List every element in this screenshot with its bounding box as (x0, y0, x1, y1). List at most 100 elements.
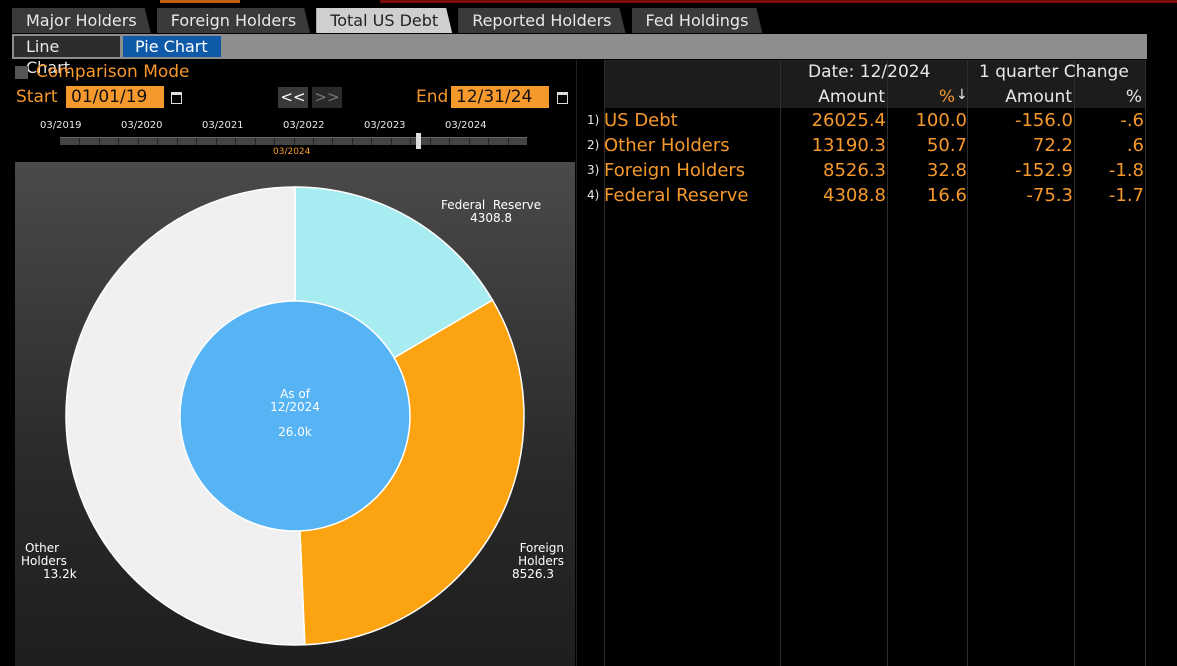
row-pct: 50.7 (926, 135, 967, 156)
timeline-tick (371, 138, 373, 145)
foreign-label-line1: Foreign (519, 541, 564, 555)
row-change-pct: -1.7 (1108, 185, 1144, 206)
timeline-tick (235, 138, 237, 145)
column-divider (887, 60, 888, 666)
timeline-tick (254, 138, 256, 145)
column-divider (1074, 60, 1075, 666)
center-date: 12/2024 (270, 400, 320, 414)
timeline-label: 03/2019 (40, 120, 82, 131)
fed-reserve-slice-label: Federal Reserve 4308.8 (441, 199, 541, 225)
timeline-tick (98, 138, 100, 145)
row-change-pct: -.6 (1120, 110, 1144, 131)
tab-reported-holders[interactable]: Reported Holders (458, 8, 625, 33)
next-period-button[interactable]: >> (312, 87, 342, 108)
change-header: 1 quarter Change (979, 62, 1129, 82)
timeline-label: 03/2022 (283, 120, 325, 131)
timeline-handle[interactable] (416, 133, 421, 149)
pct-column-header[interactable]: % (938, 87, 955, 107)
pie-chart: As of 12/2024 26.0k Federal Reserve 4308.8… (15, 162, 575, 666)
row-pct: 16.6 (926, 185, 967, 206)
row-amount: 26025.4 (811, 110, 886, 131)
change-pct-column-header[interactable]: % (1125, 87, 1142, 107)
date-header: Date: 12/2024 (808, 62, 931, 82)
change-amount-column-header[interactable]: Amount (1005, 87, 1072, 107)
timeline-tick (118, 138, 120, 145)
pie-chart-tab[interactable]: Pie Chart (123, 36, 221, 57)
row-index: 2) (587, 138, 600, 152)
end-label: End (416, 87, 449, 107)
row-name[interactable]: US Debt (604, 110, 678, 131)
timeline-tick (332, 138, 334, 145)
line-chart-tab[interactable]: Line Chart (14, 36, 120, 77)
timeline-scrollbar[interactable] (60, 137, 527, 145)
end-calendar-icon[interactable] (554, 88, 570, 106)
row-change: -75.3 (1026, 185, 1073, 206)
row-name[interactable]: Other Holders (604, 135, 730, 156)
row-change: -156.0 (1014, 110, 1073, 131)
timeline-label: 03/2020 (121, 120, 163, 131)
timeline-tick (468, 138, 470, 145)
timeline-tick (79, 138, 81, 145)
amount-column-header[interactable]: Amount (818, 87, 885, 107)
row-name[interactable]: Foreign Holders (604, 160, 746, 181)
tab-fed-holdings[interactable]: Fed Holdings (632, 8, 763, 33)
timeline-tick (293, 138, 295, 145)
top-strip-red (380, 0, 1177, 3)
column-divider (780, 60, 781, 666)
timeline-tick (449, 138, 451, 145)
other-holders-slice-label: Other Holders 13.2k (21, 542, 77, 581)
timeline-tick (176, 138, 178, 145)
chart-type-bar: Line Chart Pie Chart (12, 34, 1147, 77)
row-index: 4) (587, 188, 600, 202)
comparison-checkbox[interactable] (15, 65, 28, 79)
timeline-tick (390, 138, 392, 145)
start-calendar-icon[interactable] (168, 88, 184, 106)
sort-desc-icon[interactable]: ↓ (956, 87, 968, 103)
row-pct: 100.0 (915, 110, 967, 131)
table-row[interactable]: 3) Foreign Holders 8526.3 32.8 -152.9 -1… (577, 160, 1148, 185)
start-date-field[interactable]: 01/01/19 (66, 86, 164, 108)
column-divider (1145, 60, 1146, 666)
row-index: 3) (587, 163, 600, 177)
row-change: -152.9 (1014, 160, 1073, 181)
fed-reserve-label-value: 4308.8 (470, 211, 513, 225)
row-amount: 13190.3 (811, 135, 886, 156)
timeline-label: 03/2024 (445, 120, 487, 131)
row-change-pct: -1.8 (1108, 160, 1144, 181)
comparison-mode-toggle[interactable]: Comparison Mode (15, 62, 190, 82)
timeline-tick (215, 138, 217, 145)
table-header-columns (605, 85, 1146, 108)
top-strip-accent (160, 0, 240, 3)
foreign-holders-slice-label: Foreign Holders 8526.3 (512, 542, 564, 581)
table-row[interactable]: 2) Other Holders 13190.3 50.7 72.2 .6 (577, 135, 1148, 160)
timeline-label: 03/2023 (364, 120, 406, 131)
tab-major-holders[interactable]: Major Holders (12, 8, 151, 33)
row-change: 72.2 (1032, 135, 1073, 156)
timeline-tick (507, 138, 509, 145)
table-row[interactable]: 1) US Debt 26025.4 100.0 -156.0 -.6 (577, 110, 1148, 135)
other-label-value: 13.2k (43, 567, 77, 581)
end-date-field[interactable]: 12/31/24 (451, 86, 549, 108)
timeline-tick (488, 138, 490, 145)
timeline-label: 03/2021 (202, 120, 244, 131)
prev-period-button[interactable]: << (278, 87, 308, 108)
donut-center (179, 300, 411, 532)
top-strip (0, 0, 1177, 4)
table-row[interactable]: 4) Federal Reserve 4308.8 16.6 -75.3 -1.… (577, 185, 1148, 210)
row-amount: 4308.8 (823, 185, 886, 206)
start-label: Start (16, 87, 58, 107)
fed-reserve-label-name: Federal Reserve (441, 198, 542, 212)
timeline-tick (137, 138, 139, 145)
center-as-of: As of (280, 387, 311, 401)
tab-total-us-debt[interactable]: Total US Debt (316, 8, 452, 33)
row-change-pct: .6 (1126, 135, 1144, 156)
other-label-line2: Holders (21, 554, 67, 568)
timeline-tick (410, 138, 412, 145)
tab-foreign-holders[interactable]: Foreign Holders (157, 8, 311, 33)
foreign-label-line2: Holders (518, 554, 564, 568)
timeline-tick (274, 138, 276, 145)
row-name[interactable]: Federal Reserve (604, 185, 749, 206)
foreign-label-value: 8526.3 (512, 567, 554, 581)
other-label-line1: Other (25, 541, 60, 555)
